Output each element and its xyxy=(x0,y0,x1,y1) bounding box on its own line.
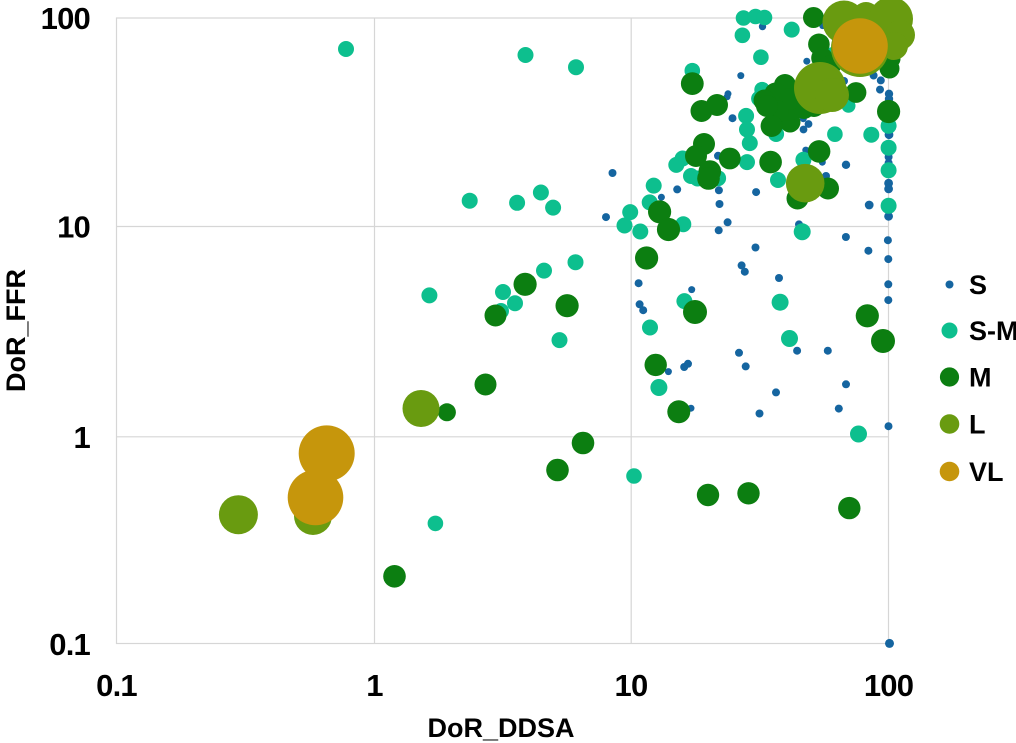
svg-text:0.1: 0.1 xyxy=(49,627,90,662)
svg-text:L: L xyxy=(969,410,986,440)
svg-text:S-M: S-M xyxy=(969,316,1016,346)
svg-text:S: S xyxy=(969,270,987,300)
svg-text:10: 10 xyxy=(615,668,648,703)
svg-text:DoR_FFR: DoR_FFR xyxy=(1,269,31,392)
svg-text:100: 100 xyxy=(864,668,913,703)
svg-text:VL: VL xyxy=(969,457,1004,487)
svg-text:DoR_DDSA: DoR_DDSA xyxy=(427,713,574,743)
svg-text:100: 100 xyxy=(41,1,90,36)
svg-text:1: 1 xyxy=(366,668,383,703)
svg-text:M: M xyxy=(969,363,992,393)
svg-text:0.1: 0.1 xyxy=(96,668,137,703)
svg-text:1: 1 xyxy=(74,420,91,455)
svg-text:10: 10 xyxy=(57,210,90,245)
